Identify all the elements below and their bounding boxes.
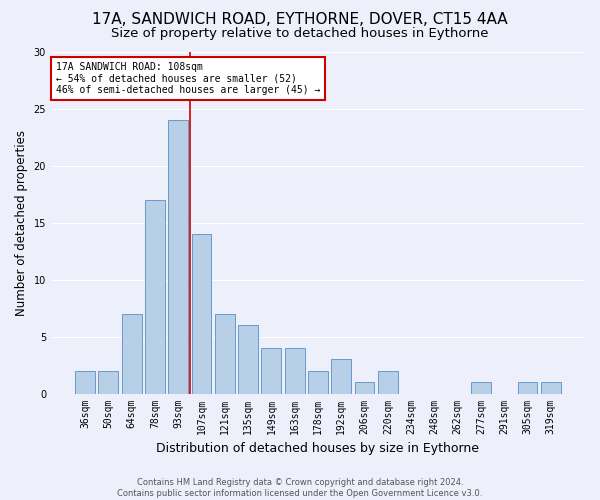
Text: Contains HM Land Registry data © Crown copyright and database right 2024.
Contai: Contains HM Land Registry data © Crown c… xyxy=(118,478,482,498)
Bar xyxy=(308,371,328,394)
Bar xyxy=(145,200,165,394)
Bar xyxy=(541,382,561,394)
Bar xyxy=(471,382,491,394)
Text: 17A, SANDWICH ROAD, EYTHORNE, DOVER, CT15 4AA: 17A, SANDWICH ROAD, EYTHORNE, DOVER, CT1… xyxy=(92,12,508,28)
Bar xyxy=(355,382,374,394)
Text: 17A SANDWICH ROAD: 108sqm
← 54% of detached houses are smaller (52)
46% of semi-: 17A SANDWICH ROAD: 108sqm ← 54% of detac… xyxy=(56,62,320,95)
Bar xyxy=(98,371,118,394)
Text: Size of property relative to detached houses in Eythorne: Size of property relative to detached ho… xyxy=(111,28,489,40)
Bar xyxy=(262,348,281,394)
Bar xyxy=(518,382,538,394)
X-axis label: Distribution of detached houses by size in Eythorne: Distribution of detached houses by size … xyxy=(157,442,479,455)
Bar xyxy=(331,360,351,394)
Bar xyxy=(191,234,211,394)
Y-axis label: Number of detached properties: Number of detached properties xyxy=(15,130,28,316)
Bar xyxy=(169,120,188,394)
Bar xyxy=(378,371,398,394)
Bar xyxy=(285,348,305,394)
Bar xyxy=(215,314,235,394)
Bar xyxy=(238,325,258,394)
Bar xyxy=(75,371,95,394)
Bar xyxy=(122,314,142,394)
